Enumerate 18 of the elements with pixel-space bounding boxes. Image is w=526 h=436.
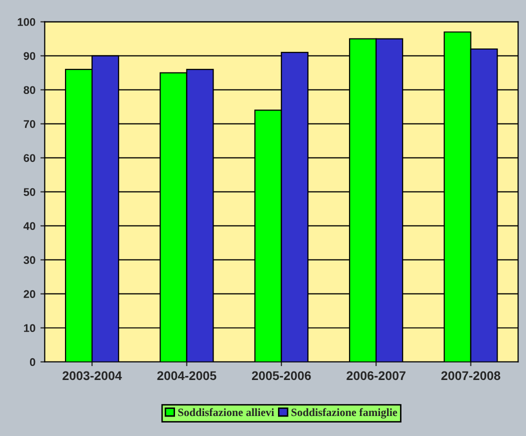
x-tick-label: 2005-2006 — [252, 371, 311, 380]
x-tick-label: 2004-2005 — [157, 371, 216, 380]
x-tick-label: 2003-2004 — [62, 371, 122, 380]
y-tick-label: 50 — [24, 188, 36, 196]
legend-label: Soddisfazione allievi — [178, 408, 274, 416]
y-tick-label: 80 — [24, 86, 36, 94]
y-tick-label: 60 — [24, 154, 36, 162]
y-tick-label: 70 — [24, 120, 36, 128]
x-tick-label: 2006-2007 — [346, 371, 406, 380]
y-tick-label: 10 — [24, 324, 36, 332]
y-tick-label: 0 — [30, 358, 36, 366]
y-tick-label: 40 — [23, 222, 36, 230]
y-tick-label: 20 — [24, 290, 36, 298]
y-tick-label: 90 — [24, 52, 36, 60]
x-tick-label: 2007-2008 — [441, 371, 500, 380]
y-tick-label: 100 — [18, 18, 36, 26]
y-tick-label: 30 — [24, 256, 36, 264]
legend-label: Soddisfazione famiglie — [292, 408, 398, 418]
